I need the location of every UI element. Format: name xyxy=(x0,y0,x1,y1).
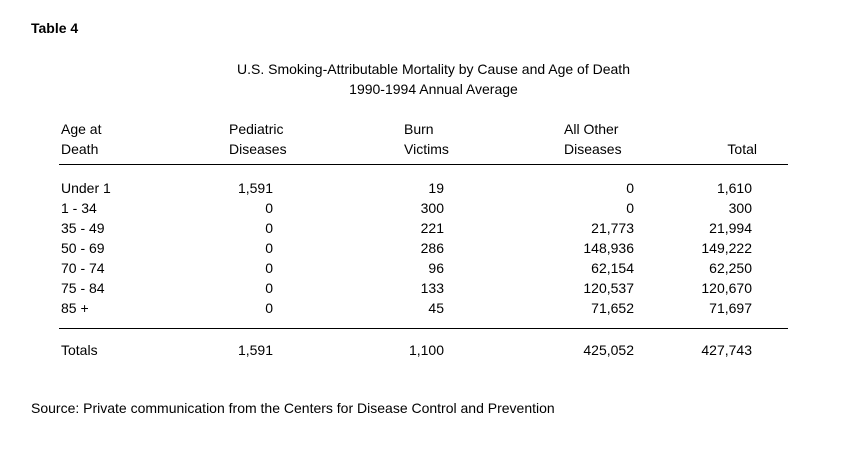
totals-pediatric: 1,591 xyxy=(237,342,273,358)
table-subtitle: 1990-1994 Annual Average xyxy=(349,81,518,97)
cell-total: 149,222 xyxy=(701,240,752,256)
totals-label: Totals xyxy=(61,342,98,358)
cell-other: 21,773 xyxy=(591,220,634,236)
header-rule xyxy=(59,164,788,165)
header-other: All Other Diseases xyxy=(564,119,622,159)
cell-pediatric: 0 xyxy=(265,240,273,256)
cell-age: 85 + xyxy=(61,300,89,316)
cell-total: 120,670 xyxy=(701,280,752,296)
cell-pediatric: 1,591 xyxy=(237,180,273,196)
cell-pediatric: 0 xyxy=(265,200,273,216)
cell-burn: 286 xyxy=(420,240,444,256)
cell-pediatric: 0 xyxy=(265,220,273,236)
source-note: Source: Private communication from the C… xyxy=(31,400,555,416)
header-age-line-2: Death xyxy=(61,141,99,157)
cell-burn: 221 xyxy=(420,220,444,236)
header-burn-line-2: Victims xyxy=(404,141,449,157)
cell-other: 71,652 xyxy=(591,300,634,316)
cell-total: 1,610 xyxy=(716,180,752,196)
header-age: Age at Death xyxy=(61,119,101,159)
cell-burn: 45 xyxy=(428,300,444,316)
cell-other: 0 xyxy=(626,200,634,216)
header-other-line-2: Diseases xyxy=(564,141,622,157)
header-total-line-2: Total xyxy=(727,141,757,157)
cell-pediatric: 0 xyxy=(265,280,273,296)
header-age-line-1: Age at xyxy=(61,121,102,137)
cell-other: 0 xyxy=(626,180,634,196)
cell-pediatric: 0 xyxy=(265,300,273,316)
header-total: Total xyxy=(727,119,757,159)
header-total-line-1 xyxy=(727,119,757,139)
cell-burn: 96 xyxy=(428,260,444,276)
cell-burn: 300 xyxy=(420,200,444,216)
table-title: U.S. Smoking-Attributable Mortality by C… xyxy=(237,61,630,77)
cell-total: 21,994 xyxy=(709,220,752,236)
cell-other: 120,537 xyxy=(583,280,634,296)
header-other-line-1: All Other xyxy=(564,121,619,137)
cell-burn: 19 xyxy=(428,180,444,196)
cell-burn: 133 xyxy=(420,280,444,296)
totals-rule xyxy=(59,328,788,329)
cell-age: 1 - 34 xyxy=(61,200,97,216)
cell-total: 71,697 xyxy=(709,300,752,316)
totals-burn: 1,100 xyxy=(408,342,444,358)
table-label: Table 4 xyxy=(31,20,79,36)
header-pediatric-line-1: Pediatric xyxy=(229,121,284,137)
cell-total: 300 xyxy=(728,200,752,216)
cell-age: 35 - 49 xyxy=(61,220,105,236)
cell-age: 75 - 84 xyxy=(61,280,105,296)
cell-age: 50 - 69 xyxy=(61,240,105,256)
header-burn: Burn Victims xyxy=(404,119,449,159)
header-pediatric-line-2: Diseases xyxy=(229,141,287,157)
header-pediatric: Pediatric Diseases xyxy=(229,119,287,159)
cell-age: Under 1 xyxy=(61,180,111,196)
totals-other: 425,052 xyxy=(583,342,634,358)
header-burn-line-1: Burn xyxy=(404,121,434,137)
cell-other: 148,936 xyxy=(583,240,634,256)
totals-total: 427,743 xyxy=(701,342,752,358)
cell-total: 62,250 xyxy=(709,260,752,276)
cell-pediatric: 0 xyxy=(265,260,273,276)
cell-other: 62,154 xyxy=(591,260,634,276)
cell-age: 70 - 74 xyxy=(61,260,105,276)
